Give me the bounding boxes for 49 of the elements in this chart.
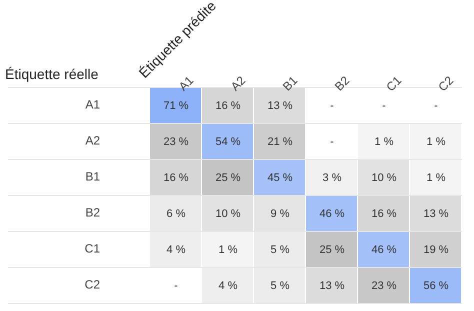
data-label: 71 % <box>163 100 189 112</box>
data-label: 10 % <box>371 172 397 184</box>
data-label: 4 % <box>218 280 238 292</box>
y-tick-label: C1 <box>84 241 100 256</box>
data-label: 1 % <box>218 244 238 256</box>
text: - <box>174 280 178 292</box>
data-label: 25 % <box>319 244 345 256</box>
x-tick-label: B1 <box>280 73 300 94</box>
data-label: 46 % <box>371 244 397 256</box>
text: - <box>330 100 334 112</box>
x-tick-label: C1 <box>383 73 404 94</box>
data-label: 1 % <box>426 172 446 184</box>
y-tick-label: A2 <box>85 133 100 148</box>
data-label: 21 % <box>267 136 293 148</box>
data-label: 16 % <box>371 208 397 220</box>
x-tick-label: A1 <box>176 73 196 94</box>
data-label: 4 % <box>166 244 186 256</box>
x-tick-label: B2 <box>332 73 352 94</box>
y-tick-label: A1 <box>85 97 100 112</box>
data-label: 56 % <box>423 280 449 292</box>
text: - <box>330 136 334 148</box>
data-label: 13 % <box>319 280 345 292</box>
data-label: 54 % <box>215 136 241 148</box>
text: - <box>382 100 386 112</box>
text: - <box>434 100 438 112</box>
y-tick-label: B2 <box>85 205 100 220</box>
data-label: 1 % <box>426 136 446 148</box>
data-label: 13 % <box>267 100 293 112</box>
data-label: 9 % <box>270 208 290 220</box>
y-tick-label: C2 <box>84 277 100 292</box>
data-label: 45 % <box>267 172 293 184</box>
data-label: 3 % <box>322 172 342 184</box>
data-label: 25 % <box>215 172 241 184</box>
data-label: 23 % <box>371 280 397 292</box>
data-label: 10 % <box>215 208 241 220</box>
y-tick-label: B1 <box>85 169 100 184</box>
data-label: 5 % <box>270 244 290 256</box>
data-label: 16 % <box>215 100 241 112</box>
x-tick-label: C2 <box>435 73 456 94</box>
data-label: 23 % <box>163 136 189 148</box>
data-label: 19 % <box>423 244 449 256</box>
data-label: 1 % <box>374 136 394 148</box>
data-label: 16 % <box>163 172 189 184</box>
data-label: 46 % <box>319 208 345 220</box>
data-label: 13 % <box>423 208 449 220</box>
data-label: 5 % <box>270 280 290 292</box>
y-axis-title: Étiquette réelle <box>5 66 99 82</box>
data-label: 6 % <box>166 208 186 220</box>
x-tick-label: A2 <box>228 73 248 94</box>
